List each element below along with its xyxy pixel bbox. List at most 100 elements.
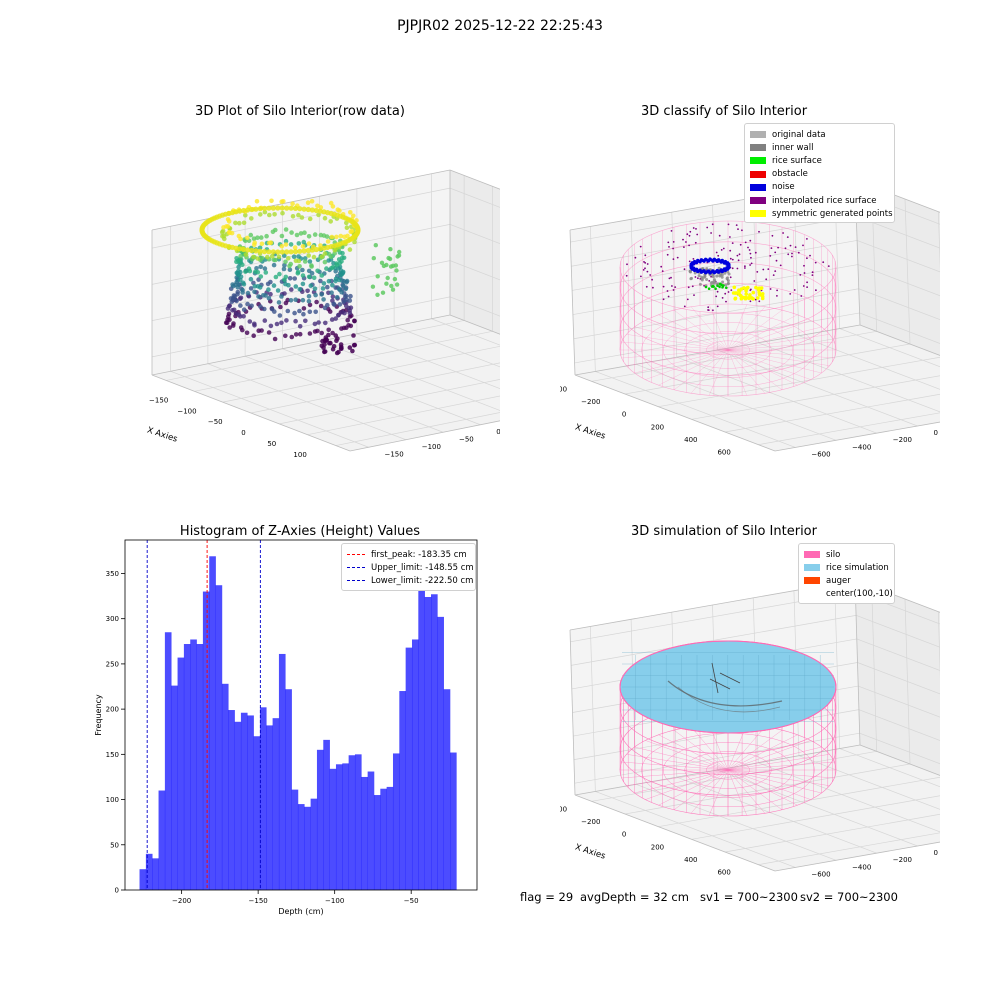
x-tick-label: 100 [293,451,306,459]
histogram-bar [399,691,406,890]
data-point [262,306,267,312]
silo-spoke [727,334,830,351]
data-point [318,205,324,210]
histogram-bar [329,768,337,890]
symmetric-point [745,286,749,291]
interpolated-point [643,261,645,263]
interpolated-point [695,228,697,230]
histogram-bar [278,653,286,890]
axis-edge [449,314,500,335]
grid-line [194,330,493,392]
data-point [312,329,318,334]
symmetric-point [756,296,760,300]
data-point [301,248,307,254]
interpolated-point [776,295,778,297]
interpolated-point [720,249,723,251]
rice-surface-point [718,285,721,289]
legend-label: interpolated rice surface [772,195,877,206]
legend-dashed-line [347,580,365,582]
data-point [334,234,339,240]
data-point [275,288,281,293]
legend-label: original data [772,129,826,140]
data-point [307,302,313,308]
panel4-legend-entry: auger [804,574,888,587]
histogram-bar [221,683,229,890]
data-point [249,216,254,221]
data-point [259,235,264,240]
data-point [266,330,272,335]
grid-line [166,320,465,381]
y-axis-label: Frequency [94,694,103,736]
data-point [394,268,399,273]
grid-line [207,363,407,441]
histogram-bar [266,725,273,890]
data-point [257,206,263,212]
symmetric-point [731,291,736,295]
data-point [302,259,308,264]
silo-spoke [727,769,798,806]
interpolated-point [772,274,775,276]
silo-spoke [626,769,729,786]
x-tick-label: −150 [149,396,168,404]
data-point [291,254,297,259]
data-point [270,249,276,255]
axis-edge [151,374,351,452]
interpolated-point [721,297,724,299]
legend-swatch [750,197,766,205]
interpolated-point [774,270,777,272]
grid-line [356,333,500,390]
panel3-histogram: −200 −150 −100 −50 0 50 100 150 200 250 300 350 Dept… [94,539,478,916]
histogram-bar [139,869,147,890]
axis-edge [569,629,576,796]
silo-spoke [727,746,822,771]
histogram-bar [164,632,172,890]
silo-base-ring [706,760,750,780]
histogram-bar [234,721,242,890]
data-point [322,305,328,311]
interpolated-point [771,234,774,237]
grid-line [676,356,877,434]
silo-spoke [727,730,783,771]
y-tick-label: 350 [106,570,119,578]
x-tick-label: −400 [560,805,567,813]
data-point [312,232,318,237]
interpolated-point [736,254,739,257]
interpolated-point [683,246,685,248]
data-point [309,199,315,204]
data-point [341,283,346,288]
silo-spoke [645,320,729,351]
interpolated-point [775,259,778,262]
interpolated-point [640,275,642,278]
interpolated-point [784,247,787,250]
rice-surface-point [704,285,708,289]
y-tick-label: 0 [934,429,938,437]
data-point [286,256,291,261]
interpolated-point [729,276,732,279]
data-point [309,247,315,253]
x-tick-label: 0 [241,429,245,437]
interpolated-point [683,305,686,308]
interpolated-point [682,238,684,241]
grid-line [335,412,500,446]
figure-title: PJPJR02 2025-12-22 22:25:43 [397,18,603,34]
silo-spoke [658,349,729,386]
data-point [253,269,258,274]
x-tick-label: −200 [581,398,600,406]
data-point [311,275,317,281]
symmetric-point [734,291,739,295]
original-point [698,282,702,286]
data-point [276,300,282,305]
silo-spoke [727,349,830,366]
x-tick-label: −150 [249,897,268,905]
data-point [287,267,293,272]
panel2-legend-entry: symmetric generated points [750,207,893,220]
grid-line [712,204,718,351]
data-point [279,233,285,239]
data-point [241,307,247,312]
data-point [284,318,289,323]
grid-line [449,260,500,281]
histogram-bar [259,707,267,890]
silo-spoke [727,349,811,380]
interpolated-point [791,252,793,255]
interpolated-point [814,261,817,264]
